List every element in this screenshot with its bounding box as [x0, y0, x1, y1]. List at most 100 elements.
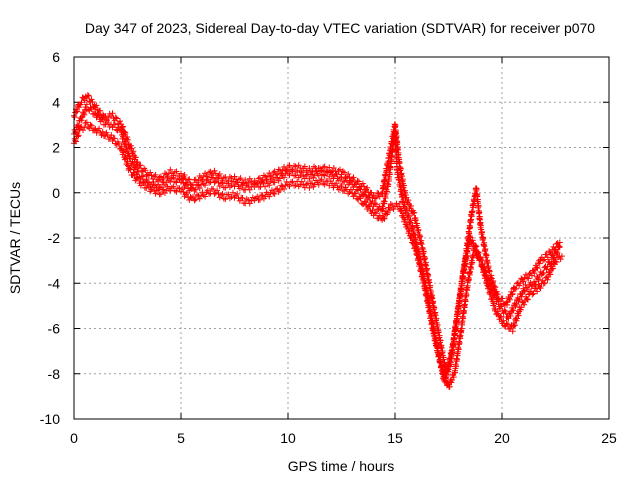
data-point	[546, 269, 553, 276]
data-point	[242, 176, 249, 183]
data-point	[540, 269, 547, 276]
data-point	[463, 247, 470, 254]
data-point	[137, 182, 144, 189]
data-point	[380, 184, 387, 191]
data-point	[460, 315, 467, 322]
data-point	[364, 184, 371, 191]
series-track-2	[71, 92, 563, 378]
data-point	[405, 197, 412, 204]
data-point	[181, 171, 188, 178]
data-point	[533, 264, 540, 271]
data-point	[376, 193, 383, 200]
data-point	[113, 115, 120, 122]
data-point	[121, 129, 128, 136]
data-point	[464, 282, 471, 289]
data-point	[504, 321, 511, 328]
data-point	[360, 183, 367, 190]
data-point	[491, 300, 498, 307]
data-point	[366, 203, 373, 210]
data-point	[309, 180, 316, 187]
data-point	[155, 177, 162, 184]
data-point	[318, 176, 325, 183]
data-point	[341, 169, 348, 176]
data-point	[267, 189, 274, 196]
data-point	[525, 275, 532, 282]
data-point	[432, 312, 439, 319]
data-point	[237, 175, 244, 182]
data-point	[72, 137, 79, 144]
data-point	[553, 259, 560, 266]
data-point	[408, 232, 415, 239]
data-point	[268, 187, 275, 194]
data-point	[122, 129, 129, 136]
data-point	[272, 186, 279, 193]
data-point	[74, 108, 81, 115]
data-point	[267, 172, 274, 179]
data-point	[381, 198, 388, 205]
data-point	[489, 279, 496, 286]
data-point	[522, 271, 529, 278]
series-track-1	[71, 101, 563, 385]
data-point	[422, 285, 429, 292]
data-point	[423, 293, 430, 300]
data-point	[433, 342, 440, 349]
data-point	[80, 110, 87, 117]
data-point	[486, 268, 493, 275]
data-point	[124, 134, 131, 141]
data-point	[275, 166, 282, 173]
data-point	[254, 180, 261, 187]
data-point	[315, 172, 322, 179]
data-point	[481, 243, 488, 250]
data-point	[499, 295, 506, 302]
data-point	[282, 182, 289, 189]
data-point	[229, 178, 236, 185]
data-point	[535, 276, 542, 283]
data-point	[400, 210, 407, 217]
data-point	[381, 215, 388, 222]
data-point	[418, 268, 425, 275]
data-point	[245, 179, 252, 186]
data-point	[353, 181, 360, 188]
data-point	[515, 312, 522, 319]
data-point	[474, 250, 481, 257]
x-tick-label: 20	[494, 430, 510, 446]
data-point	[198, 192, 205, 199]
data-point	[127, 166, 134, 173]
data-point	[524, 296, 531, 303]
data-point	[220, 195, 227, 202]
data-point	[371, 209, 378, 216]
data-point	[547, 271, 554, 278]
data-point	[96, 125, 103, 132]
data-point	[190, 193, 197, 200]
data-point	[204, 187, 211, 194]
data-point	[537, 285, 544, 292]
data-point	[71, 114, 78, 121]
data-point	[455, 346, 462, 353]
y-tick-label: 4	[52, 94, 60, 110]
data-point	[84, 92, 91, 99]
data-point	[226, 195, 233, 202]
data-point	[204, 173, 211, 180]
data-point	[157, 191, 164, 198]
data-point	[341, 187, 348, 194]
data-point	[416, 261, 423, 268]
data-point	[321, 172, 328, 179]
data-point	[274, 171, 281, 178]
plot-frame	[73, 56, 610, 420]
data-point	[132, 154, 139, 161]
data-point	[455, 306, 462, 313]
data-point	[111, 135, 118, 142]
data-point	[81, 124, 88, 131]
data-point	[482, 273, 489, 280]
data-point	[404, 222, 411, 229]
data-point	[225, 177, 232, 184]
data-point	[179, 185, 186, 192]
data-point	[228, 193, 235, 200]
data-point	[218, 191, 225, 198]
data-point	[228, 175, 235, 182]
data-point	[476, 209, 483, 216]
data-point	[412, 243, 419, 250]
data-point	[506, 296, 513, 303]
data-point	[439, 366, 446, 373]
data-point	[507, 312, 514, 319]
